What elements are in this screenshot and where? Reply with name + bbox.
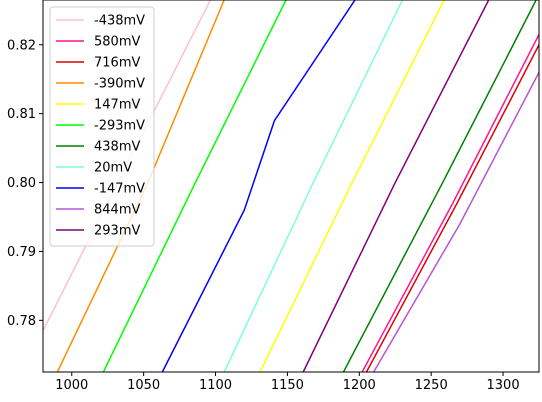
y-tick-label: 0.80 bbox=[7, 176, 36, 191]
series-line-4 bbox=[259, 0, 445, 372]
series-line-8 bbox=[161, 0, 356, 372]
y-tick-label: 0.79 bbox=[7, 245, 36, 260]
plot-frame bbox=[42, 0, 540, 373]
series-line-7 bbox=[223, 0, 404, 372]
series-line-10 bbox=[302, 0, 490, 372]
axis-ticks: 1000 1050 1100 1150 1200 1250 1300 0.78 0.79 0.80… bbox=[7, 38, 520, 393]
x-tick-label: 1150 bbox=[271, 378, 304, 393]
series-line-6 bbox=[342, 0, 537, 372]
legend-label: -438mV bbox=[94, 14, 145, 29]
series-line-5 bbox=[102, 0, 287, 372]
legend: -438mV 580mV 716mV -390mV 147mV -293mV 438mV 20… bbox=[49, 6, 155, 247]
x-tick-label: 1050 bbox=[127, 378, 160, 393]
y-tick-label: 0.81 bbox=[7, 107, 36, 122]
legend-label: 844mV bbox=[94, 203, 140, 218]
x-tick-label: 1300 bbox=[487, 378, 520, 393]
x-tick-label: 1100 bbox=[199, 378, 232, 393]
legend-label: 716mV bbox=[94, 56, 140, 71]
series-line-1 bbox=[361, 34, 539, 372]
legend-label: -390mV bbox=[94, 77, 145, 92]
legend-label: 147mV bbox=[94, 98, 140, 113]
series-lines bbox=[43, 0, 539, 372]
series-line-2 bbox=[365, 44, 539, 372]
legend-box bbox=[49, 6, 155, 247]
legend-label: 580mV bbox=[94, 35, 140, 50]
legend-label: 293mV bbox=[94, 224, 140, 239]
x-tick-label: 1250 bbox=[415, 378, 448, 393]
legend-label: -293mV bbox=[94, 119, 145, 134]
legend-label: -147mV bbox=[94, 182, 145, 197]
series-line-9 bbox=[373, 71, 539, 372]
legend-label: 20mV bbox=[94, 161, 132, 176]
x-tick-label: 1000 bbox=[55, 378, 88, 393]
y-tick-label: 0.82 bbox=[7, 38, 36, 53]
legend-label: 438mV bbox=[94, 140, 140, 155]
y-tick-label: 0.78 bbox=[7, 314, 36, 329]
x-tick-label: 1200 bbox=[343, 378, 376, 393]
